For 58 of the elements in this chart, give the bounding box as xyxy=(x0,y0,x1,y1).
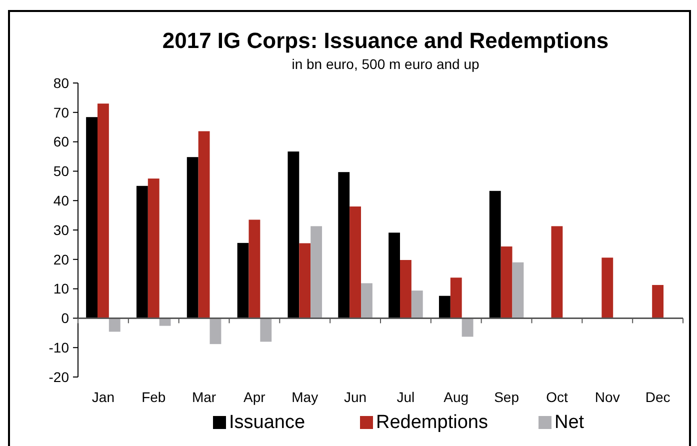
y-tick-label: 80 xyxy=(53,74,70,91)
x-tick-label: Aug xyxy=(444,389,469,405)
y-tick-label: 60 xyxy=(53,134,70,150)
y-tick-label: 40 xyxy=(53,192,70,208)
x-tick-label: Nov xyxy=(594,389,620,405)
bar xyxy=(288,152,300,318)
bar xyxy=(198,131,210,318)
bar xyxy=(97,104,109,318)
bar xyxy=(248,220,260,318)
bar xyxy=(186,157,198,318)
bar xyxy=(299,243,311,318)
chart-subtitle: in bn euro, 500 m euro and up xyxy=(292,56,480,72)
bar xyxy=(652,284,664,318)
bar xyxy=(361,283,372,318)
legend-label: Net xyxy=(554,412,585,433)
bar xyxy=(310,226,322,318)
bar xyxy=(108,318,120,332)
bar xyxy=(159,318,171,326)
x-tick-label: Jul xyxy=(396,389,415,405)
bar xyxy=(438,296,450,318)
x-tick-label: Sep xyxy=(494,389,520,405)
bar xyxy=(86,117,98,318)
bar xyxy=(462,318,474,337)
y-tick-label: 20 xyxy=(53,251,70,268)
bar xyxy=(512,262,524,318)
bar xyxy=(350,206,362,318)
legend-label: Redemptions xyxy=(376,412,488,433)
x-tick-label: Dec xyxy=(645,389,670,405)
bar xyxy=(388,232,400,318)
y-tick-label: -20 xyxy=(48,368,70,385)
bar xyxy=(148,178,160,318)
bar xyxy=(400,260,412,318)
bar xyxy=(136,186,148,318)
x-tick-label: Feb xyxy=(142,389,166,405)
x-tick-label: Jun xyxy=(344,389,367,405)
legend-label: Issuance xyxy=(229,412,306,433)
y-tick-label: 50 xyxy=(53,163,70,180)
bar xyxy=(500,246,512,318)
bar xyxy=(489,190,501,318)
y-tick-label: 30 xyxy=(53,222,70,238)
y-tick-label: 10 xyxy=(53,280,70,297)
x-tick-label: May xyxy=(292,389,318,405)
y-tick-label: 0 xyxy=(61,310,70,326)
bar xyxy=(237,242,249,318)
x-tick-label: Oct xyxy=(546,389,568,405)
bar xyxy=(338,172,350,318)
bar xyxy=(210,318,222,344)
chart-title: 2017 IG Corps: Issuance and Redemptions xyxy=(162,28,609,53)
x-tick-label: Mar xyxy=(192,389,216,405)
y-tick-label: 70 xyxy=(53,104,70,120)
x-tick-label: Apr xyxy=(244,389,266,405)
bar xyxy=(411,290,423,318)
y-tick-label: -10 xyxy=(48,340,70,356)
x-tick-label: Jan xyxy=(92,389,114,405)
bar xyxy=(260,318,272,342)
bar xyxy=(450,278,462,318)
bar xyxy=(551,226,563,318)
bar xyxy=(602,258,614,318)
